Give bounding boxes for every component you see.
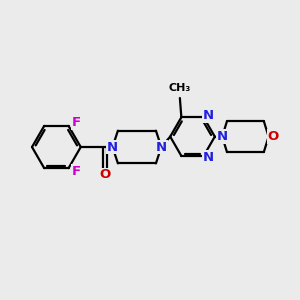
Text: N: N: [217, 130, 228, 143]
Text: O: O: [267, 130, 279, 143]
Text: F: F: [71, 165, 81, 178]
Text: CH₃: CH₃: [169, 83, 191, 93]
Text: N: N: [156, 140, 167, 154]
Text: N: N: [202, 151, 214, 164]
Text: F: F: [71, 116, 81, 129]
Text: O: O: [100, 169, 111, 182]
Text: N: N: [202, 109, 214, 122]
Text: N: N: [107, 140, 118, 154]
